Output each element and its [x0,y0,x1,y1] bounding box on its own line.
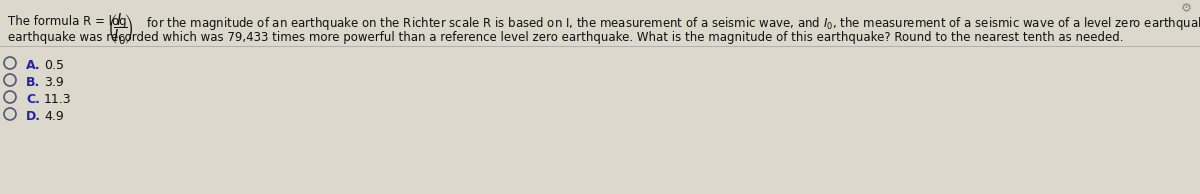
Text: $\left(\!\dfrac{I}{I_0}\!\right)$: $\left(\!\dfrac{I}{I_0}\!\right)$ [107,12,133,47]
Text: 11.3: 11.3 [44,93,72,106]
Text: B.: B. [26,76,41,89]
Text: C.: C. [26,93,40,106]
Text: 3.9: 3.9 [44,76,64,89]
Text: A.: A. [26,59,41,72]
Text: D.: D. [26,110,41,123]
Text: ⚙: ⚙ [1181,2,1192,15]
Text: for the magnitude of an earthquake on the Richter scale R is based on I, the mea: for the magnitude of an earthquake on th… [143,15,1200,32]
Text: 0.5: 0.5 [44,59,64,72]
Text: earthquake was recorded which was 79,433 times more powerful than a reference le: earthquake was recorded which was 79,433… [8,31,1123,44]
Text: The formula R = log: The formula R = log [8,15,127,28]
Text: 4.9: 4.9 [44,110,64,123]
